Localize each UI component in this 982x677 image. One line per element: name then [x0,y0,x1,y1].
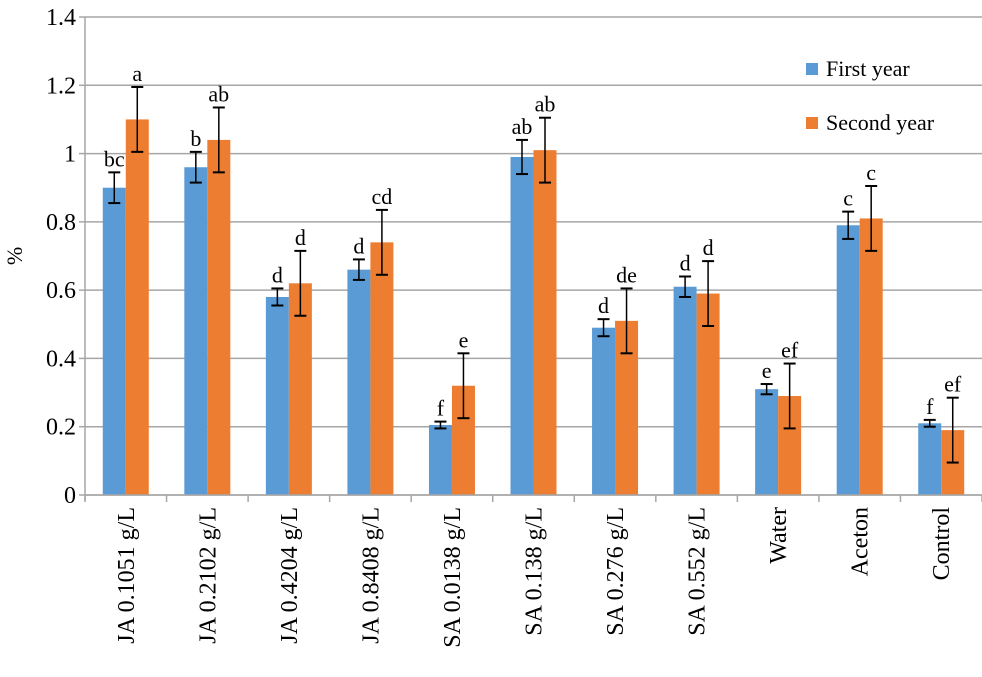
bar-second-year [533,150,557,495]
bar-second-year [615,320,639,495]
significance-letter: d [703,235,714,260]
x-tick-label: SA 0.138 g/L [522,507,548,636]
bar-first-year [836,225,860,495]
bar-second-year [370,242,394,495]
bar-second-year [778,395,802,495]
significance-letter: c [866,160,876,185]
x-tick-label: SA 0.0138 g/L [440,507,466,648]
significance-letter: e [762,358,772,383]
x-tick-label: JA 0.8408 g/L [358,507,384,644]
y-tick-label: 0 [64,483,76,509]
x-tick-label: Water [766,507,792,564]
legend-swatch-first-year [806,63,818,75]
significance-letter: d [598,293,609,318]
bar-first-year [592,327,616,495]
significance-letter: f [926,394,934,419]
bar-second-year [696,293,720,495]
x-tick-label: SA 0.552 g/L [685,507,711,636]
y-tick-label: 0.2 [46,415,76,441]
x-tick-label: SA 0.276 g/L [603,507,629,636]
bar-first-year [102,187,126,495]
y-tick-label: 1.4 [46,5,76,31]
legend-item-second-year: Second year [806,96,934,150]
x-tick-label: JA 0.1051 g/L [114,507,140,644]
legend-item-first-year: First year [806,42,934,96]
x-tick-label: Aceton [848,507,874,576]
significance-letter: ab [535,92,556,117]
significance-letter: bc [104,146,125,171]
significance-letter: d [295,225,306,250]
x-tick-label: JA 0.2102 g/L [195,507,221,644]
y-tick-label: 1.2 [46,73,76,99]
bar-second-year [207,139,231,495]
bar-first-year [428,425,452,495]
significance-letter: c [843,186,853,211]
y-tick-label: 0.6 [46,278,76,304]
legend-label: First year [826,56,910,81]
x-tick-label: JA 0.4204 g/L [277,507,303,644]
legend-label: Second year [826,110,935,135]
bar-second-year [451,385,475,495]
significance-letter: f [437,396,445,421]
bar-first-year [265,296,289,495]
significance-letter: d [680,250,691,275]
significance-letter: ef [781,338,799,363]
significance-letter: ef [944,372,962,397]
significance-letter: b [190,126,201,151]
x-tick-label: Control [929,507,955,581]
significance-letter: e [459,327,469,352]
significance-letter: d [272,262,283,287]
significance-letter: ab [512,114,533,139]
bar-first-year [510,156,534,495]
y-tick-label: 1 [64,142,76,168]
bar-first-year [347,269,371,495]
y-tick-label: 0.4 [46,346,76,372]
significance-letter: de [616,262,637,287]
y-axis-label: % [2,247,27,265]
significance-letter: cd [372,184,393,209]
significance-letter: d [353,233,364,258]
legend: First year Second year [806,42,934,150]
bar-second-year [125,119,149,495]
significance-letter: a [132,61,142,86]
y-tick-label: 0.8 [46,210,76,236]
bar-first-year [184,167,208,495]
bar-second-year [288,283,312,495]
significance-letter: ab [208,81,229,106]
bar-second-year [859,218,883,495]
legend-swatch-second-year [806,117,818,129]
bar-first-year [673,286,697,495]
bar-first-year [918,423,942,495]
bar-first-year [755,389,779,495]
